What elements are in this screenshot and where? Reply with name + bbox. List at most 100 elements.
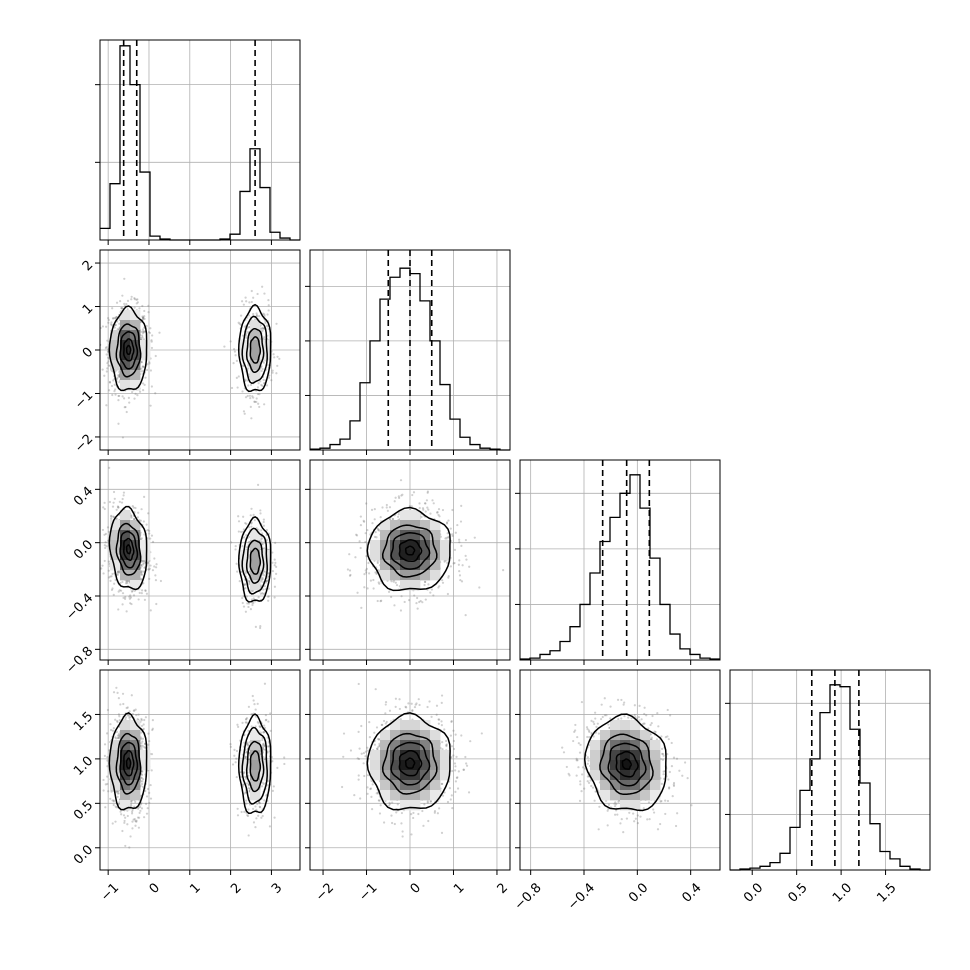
sample-point bbox=[155, 602, 158, 606]
density-cell bbox=[390, 530, 401, 541]
sample-point bbox=[247, 784, 250, 787]
sample-point bbox=[105, 345, 108, 349]
density-cell bbox=[130, 380, 141, 391]
sample-point bbox=[93, 324, 95, 326]
sample-point bbox=[234, 545, 237, 548]
sample-point bbox=[451, 533, 454, 536]
density-contour bbox=[249, 336, 262, 364]
sample-point bbox=[126, 714, 129, 717]
sample-point bbox=[262, 592, 265, 596]
sample-point bbox=[261, 578, 264, 581]
panel-content bbox=[100, 670, 300, 870]
sample-point bbox=[385, 503, 388, 507]
sample-point bbox=[132, 818, 135, 821]
sample-point bbox=[120, 501, 124, 504]
density-cell bbox=[380, 570, 391, 581]
sample-point bbox=[247, 774, 250, 777]
sample-point bbox=[142, 388, 145, 392]
sample-point bbox=[106, 759, 109, 762]
sample-point bbox=[460, 504, 463, 507]
sample-point bbox=[117, 506, 120, 509]
sample-point bbox=[245, 522, 248, 525]
sample-point bbox=[423, 580, 427, 584]
sample-point bbox=[111, 822, 114, 825]
sample-point bbox=[115, 719, 119, 723]
panel-frame bbox=[99, 459, 301, 661]
sample-point bbox=[249, 608, 253, 611]
sample-point bbox=[139, 805, 142, 809]
sample-point bbox=[151, 728, 154, 732]
sample-point bbox=[158, 331, 161, 334]
sample-point bbox=[268, 374, 271, 377]
sample-point bbox=[141, 365, 145, 368]
sample-point bbox=[134, 819, 137, 823]
sample-point bbox=[262, 520, 265, 524]
density-cell bbox=[250, 340, 261, 351]
density-cell bbox=[260, 350, 271, 361]
sample-point bbox=[267, 304, 270, 307]
sample-point bbox=[102, 506, 105, 509]
density-cell bbox=[430, 520, 441, 531]
sample-point bbox=[359, 524, 363, 527]
density-cell bbox=[130, 350, 141, 361]
density-cell bbox=[120, 330, 131, 341]
sample-point bbox=[131, 827, 134, 830]
sample-point bbox=[138, 591, 141, 594]
sample-point bbox=[235, 749, 239, 753]
sample-point bbox=[465, 558, 468, 561]
sample-point bbox=[121, 829, 124, 833]
density-cell bbox=[250, 350, 261, 361]
sample-point bbox=[122, 494, 125, 497]
sample-point bbox=[461, 564, 464, 567]
sample-point bbox=[250, 522, 253, 525]
sample-point bbox=[420, 515, 423, 519]
sample-point bbox=[125, 303, 128, 306]
sample-point bbox=[117, 374, 120, 377]
sample-point bbox=[147, 743, 150, 746]
sample-point bbox=[262, 588, 265, 591]
sample-point bbox=[148, 567, 151, 570]
sample-point bbox=[118, 500, 121, 503]
sample-point bbox=[126, 823, 129, 826]
sample-point bbox=[243, 325, 246, 328]
density-cell bbox=[140, 540, 151, 551]
density-cell bbox=[120, 570, 131, 581]
sample-point bbox=[117, 570, 120, 573]
sample-point bbox=[106, 367, 109, 370]
density-cell bbox=[250, 360, 261, 371]
sample-point bbox=[396, 515, 400, 518]
density-cell bbox=[120, 530, 131, 541]
sample-point bbox=[109, 797, 112, 800]
sample-point bbox=[426, 506, 429, 509]
pair-panel-1-2 bbox=[93, 249, 301, 455]
sample-point bbox=[149, 797, 153, 800]
sample-point bbox=[237, 321, 240, 324]
sample-point bbox=[115, 508, 118, 511]
sample-point bbox=[118, 589, 121, 592]
sample-point bbox=[154, 579, 158, 582]
sample-point bbox=[397, 495, 400, 498]
sample-point bbox=[397, 513, 400, 516]
density-cell bbox=[400, 550, 411, 561]
sample-point bbox=[358, 540, 361, 543]
density-cell bbox=[110, 520, 121, 531]
pair-panel-1-3 bbox=[95, 459, 301, 665]
density-cell bbox=[130, 520, 141, 531]
sample-point bbox=[142, 727, 145, 730]
sample-point bbox=[121, 692, 125, 695]
sample-point bbox=[104, 783, 107, 786]
sample-point bbox=[140, 776, 143, 779]
sample-point bbox=[141, 382, 145, 385]
sample-point bbox=[438, 585, 441, 588]
sample-point bbox=[241, 596, 244, 600]
density-cell bbox=[440, 550, 451, 561]
sample-point bbox=[107, 356, 110, 359]
sample-point bbox=[254, 625, 257, 628]
sample-point bbox=[140, 370, 143, 373]
sample-point bbox=[148, 529, 151, 532]
density-cell bbox=[140, 340, 151, 351]
sample-point bbox=[388, 517, 392, 521]
sample-point bbox=[271, 789, 275, 792]
sample-point bbox=[123, 277, 126, 280]
hist-panel-3 bbox=[515, 459, 721, 665]
